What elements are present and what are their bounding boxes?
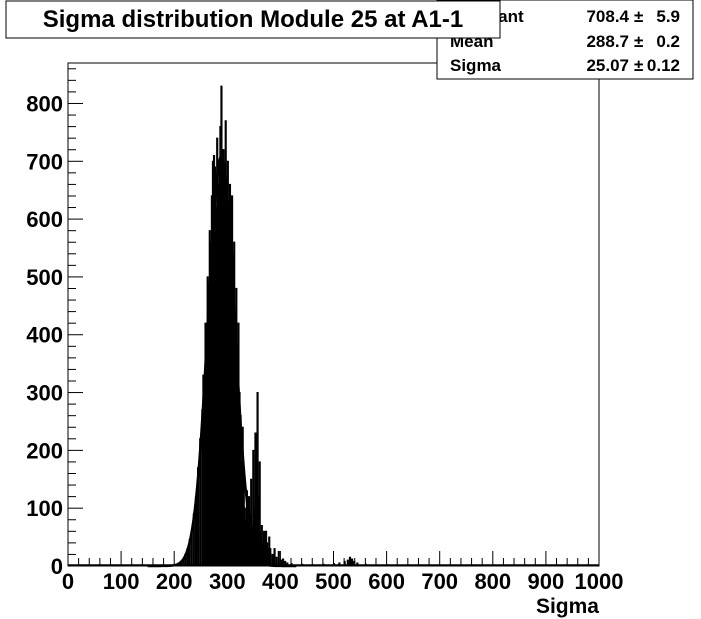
stats-pm-mean: ± [634,32,643,51]
plot-frame [67,62,600,567]
histogram-bin [271,553,274,566]
x-tick-label: 1000 [575,569,624,594]
x-tick-label: 600 [368,569,405,594]
stats-value-mean: 288.7 [586,32,629,51]
x-tick-label: 700 [421,569,458,594]
x-tick-label: 800 [474,569,511,594]
x-tick-label: 400 [262,569,299,594]
y-tick-label: 600 [26,207,63,232]
histogram-bin [254,432,257,566]
axes: 0 100 200 300 400 500 600 700 800 900 1000 0 100 200 3… [26,63,623,594]
y-tick-label: 0 [51,554,63,579]
x-axis-title: Sigma [536,595,599,618]
stats-label-sigma: Sigma [450,56,502,75]
histogram-bin [346,559,349,566]
histogram-bin [258,461,261,566]
histogram-bin [269,548,272,566]
histogram-bin [277,551,280,566]
stats-error-constant: 5.9 [656,7,680,26]
x-tick-label: 500 [315,569,352,594]
x-tick-label: 0 [62,569,74,594]
stats-error-mean: 0.2 [656,32,680,51]
histogram-bin [351,558,354,566]
stats-value-sigma: 25.07 [586,56,629,75]
stats-value-constant: 708.4 [586,7,629,26]
y-tick-label: 800 [26,91,63,116]
histogram-bin [275,556,278,566]
histogram-bin [256,392,259,566]
y-tick-label: 300 [26,381,63,406]
stats-pm-constant: ± [634,7,643,26]
y-tick-label: 700 [26,149,63,174]
histogram-bin [273,548,276,566]
stats-error-sigma: 0.12 [647,56,680,75]
title-box: Sigma distribution Module 25 at A1-1 [5,0,501,39]
y-tick-label: 400 [26,323,63,348]
x-tick-label: 200 [156,569,193,594]
histogram-bin [284,560,287,566]
histogram-bin [281,558,285,566]
x-tick-label: 100 [103,569,140,594]
stats-pm-sigma: ± [634,56,643,75]
title-box-frame [5,0,501,39]
histogram-bin [348,556,352,566]
x-tick-label: 300 [209,569,246,594]
y-tick-label: 100 [26,496,63,521]
y-tick-label: 500 [26,265,63,290]
y-tick-label: 200 [26,438,63,463]
chart-title: Sigma distribution Module 25 at A1-1 [43,6,464,33]
x-tick-label: 900 [528,569,565,594]
